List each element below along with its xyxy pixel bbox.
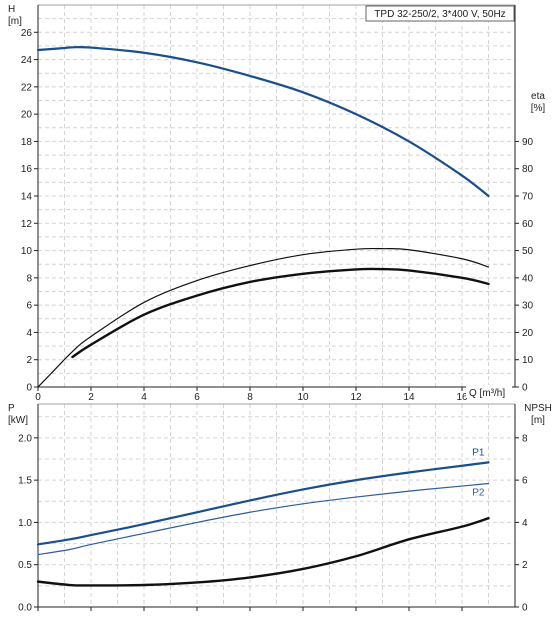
x-tick-label: 6 xyxy=(194,392,200,403)
y-left-axis-label: P xyxy=(8,403,15,414)
y-right-tick-label: 0 xyxy=(522,603,528,614)
x-axis-label: Q [m³/h] xyxy=(469,388,505,399)
y-right-axis-label: eta xyxy=(531,91,545,102)
y-right-axis-label: NPSH xyxy=(524,403,552,414)
y-right-tick-label: 60 xyxy=(522,219,534,230)
y-left-axis-unit: [kW] xyxy=(8,415,28,426)
x-tick-label: 0 xyxy=(35,392,41,403)
y-left-tick-label: 0.5 xyxy=(18,560,32,571)
y-left-tick-label: 20 xyxy=(21,110,33,121)
y-right-axis-unit: [m] xyxy=(531,415,545,426)
y-right-tick-label: 10 xyxy=(522,355,534,366)
power-npsh-panel: 0.0 0.5 1.0 1.5 2.0 0 2 4 6 8 P[kW] NPSH[m] P1 P2 xyxy=(8,403,552,614)
y-right-tick-label: 20 xyxy=(522,328,534,339)
y-right-tick-label: 40 xyxy=(522,273,534,284)
y-right-tick-label: 2 xyxy=(522,560,528,571)
head-efficiency-panel: 0 2 4 6 8 10 12 14 16024681012141618202224260102… xyxy=(8,4,545,403)
y-left-tick-label: 16 xyxy=(21,164,33,175)
y-left-tick-label: 12 xyxy=(21,219,33,230)
y-right-tick-label: 70 xyxy=(522,192,534,203)
efficiency-2-curve-line xyxy=(71,267,490,359)
y-right-tick-label: 90 xyxy=(522,137,534,148)
y-left-tick-label: 24 xyxy=(21,55,33,66)
p2-curve-line xyxy=(37,482,490,556)
y-left-tick-label: 2.0 xyxy=(18,433,32,444)
x-tick-label: 2 xyxy=(88,392,94,403)
y-right-tick-label: 30 xyxy=(522,301,534,312)
y-right-tick-label: 8 xyxy=(522,433,528,444)
chart-title-box xyxy=(365,5,515,22)
x-tick-label: 10 xyxy=(297,392,309,403)
y-left-tick-label: 18 xyxy=(21,137,33,148)
head-curve-line xyxy=(36,45,490,198)
x-tick-label: 8 xyxy=(247,392,253,403)
y-left-axis-label: H xyxy=(8,4,15,15)
series-label-p2: P2 xyxy=(472,488,485,499)
y-left-tick-label: 1.5 xyxy=(18,476,32,487)
npsh-curve-line xyxy=(36,516,490,587)
x-tick-label: 12 xyxy=(350,392,362,403)
x-tick-label: 14 xyxy=(403,392,415,403)
y-right-tick-label: 6 xyxy=(522,476,528,487)
y-left-tick-label: 8 xyxy=(26,273,32,284)
y-left-tick-label: 6 xyxy=(26,301,32,312)
x-axis-label-background xyxy=(466,385,512,398)
y-right-tick-label: 4 xyxy=(522,518,528,529)
y-right-tick-label: 50 xyxy=(522,246,534,257)
x-tick-label: 16 xyxy=(456,392,468,403)
y-left-tick-label: 4 xyxy=(26,328,32,339)
y-right-tick-label: 80 xyxy=(522,164,534,175)
y-left-tick-label: 0.0 xyxy=(18,603,32,614)
y-left-tick-label: 22 xyxy=(21,82,33,93)
efficiency-1-curve-line xyxy=(37,247,490,388)
y-left-axis-unit: [m] xyxy=(8,16,22,27)
y-left-tick-label: 1.0 xyxy=(18,518,32,529)
p1-curve-line xyxy=(36,461,490,546)
series-label-p1: P1 xyxy=(472,447,485,458)
y-left-tick-label: 0 xyxy=(26,383,32,394)
y-right-tick-label: 0 xyxy=(522,383,528,394)
y-left-tick-label: 2 xyxy=(26,355,32,366)
x-tick-label: 4 xyxy=(141,392,147,403)
y-left-tick-label: 14 xyxy=(21,192,33,203)
y-right-axis-unit: [%] xyxy=(531,103,546,114)
y-left-tick-label: 10 xyxy=(21,246,33,257)
y-left-tick-label: 26 xyxy=(21,28,33,39)
chart-title: TPD 32-250/2, 3*400 V, 50Hz xyxy=(374,9,505,20)
